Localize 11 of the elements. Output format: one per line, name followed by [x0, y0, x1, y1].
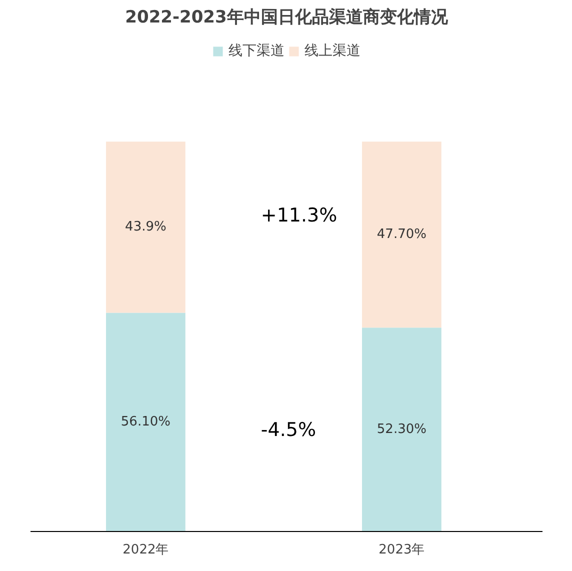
annotation: +11.3% — [260, 204, 338, 227]
chart-title: 2022-2023年中国日化品渠道商变化情况 — [125, 8, 449, 28]
legend-label: 线下渠道 — [228, 42, 284, 60]
data-label: 56.10% — [120, 414, 170, 430]
annotation: -4.5% — [260, 418, 316, 441]
x-tick-label: 2023年 — [378, 542, 425, 558]
data-label: 52.30% — [376, 422, 426, 438]
data-label: 43.9% — [125, 220, 166, 235]
x-tick-label: 2022年 — [122, 542, 169, 558]
data-label: 47.70% — [376, 227, 426, 242]
legend-label: 线上渠道 — [304, 42, 360, 60]
